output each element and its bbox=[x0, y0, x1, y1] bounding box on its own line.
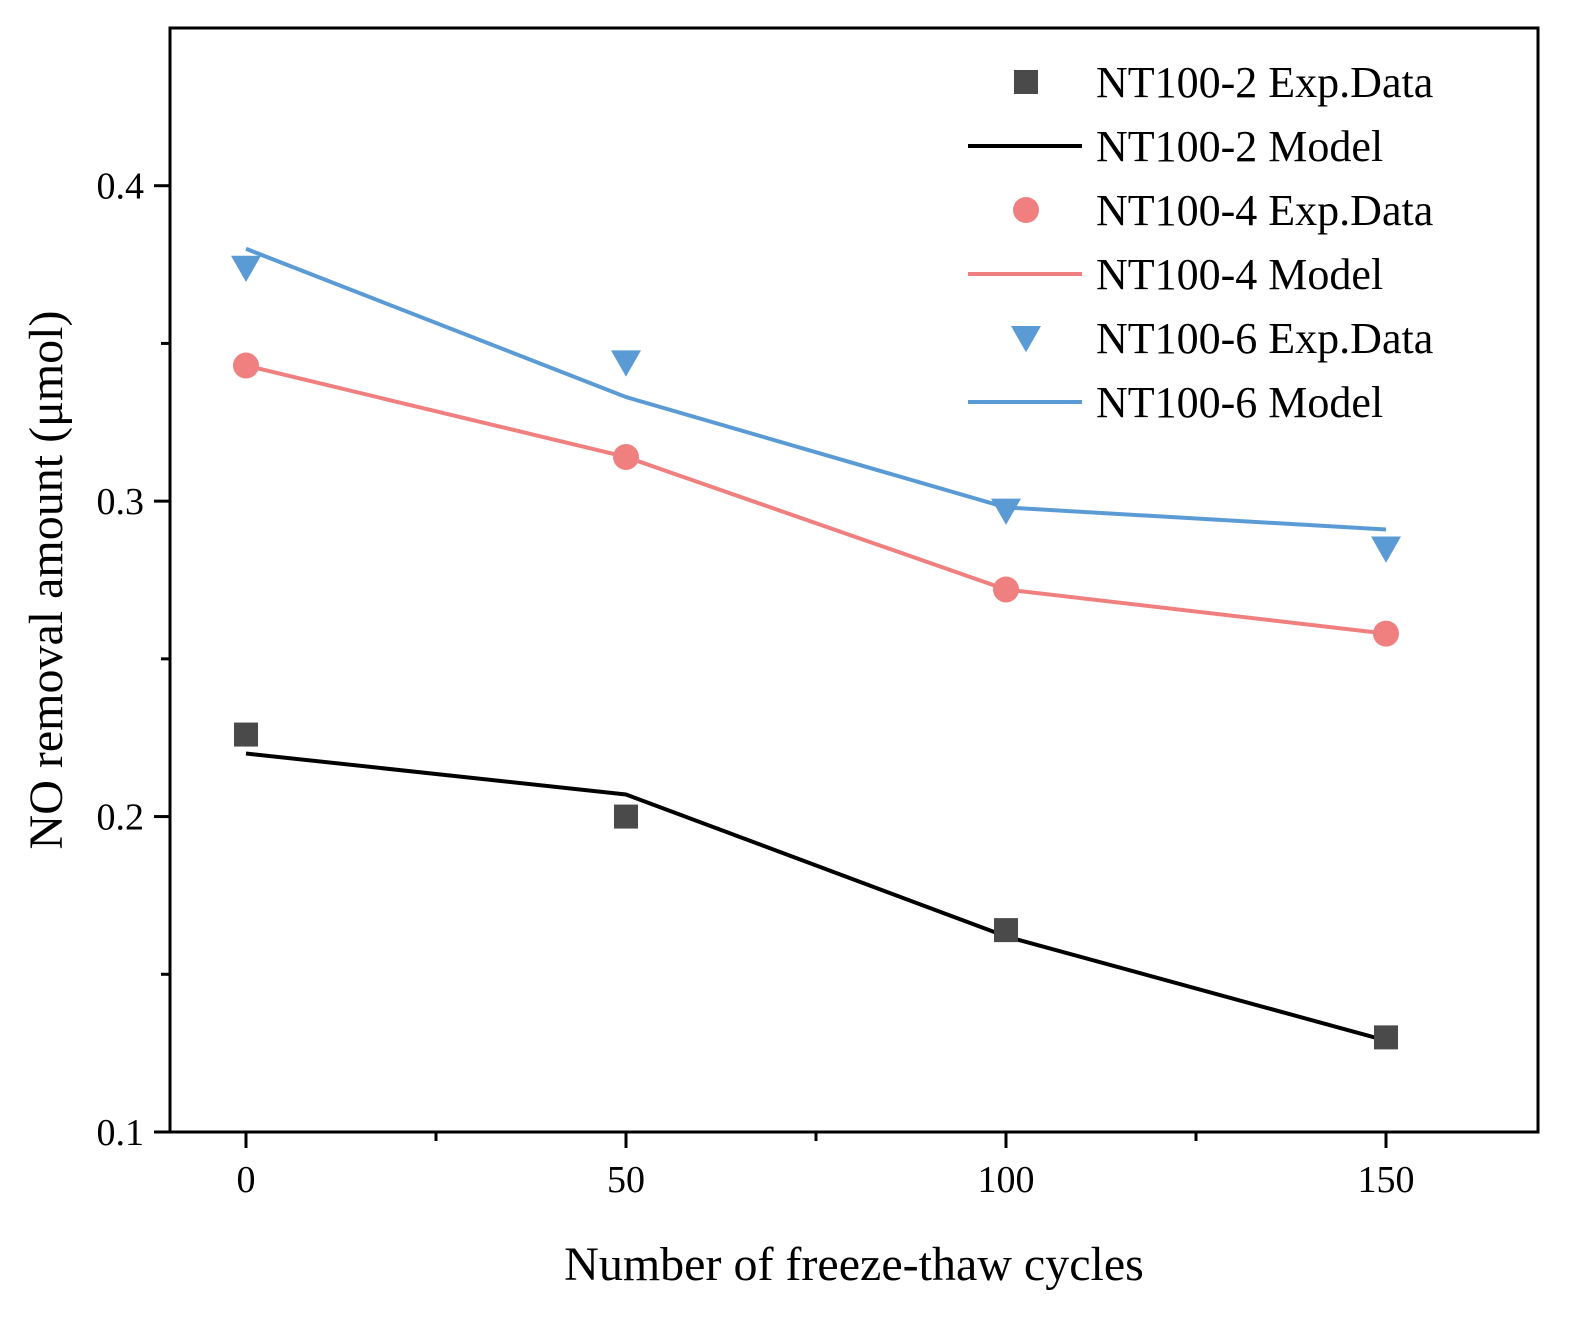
data-point-nt100-4-exp-data bbox=[1373, 620, 1399, 647]
legend-item-nt100-6-model: NT100-6 Model bbox=[968, 378, 1383, 427]
data-markers bbox=[231, 255, 1401, 1050]
legend-swatch-marker bbox=[1011, 326, 1041, 353]
legend-label: NT100-4 Model bbox=[1096, 250, 1383, 299]
legend-label: NT100-2 Model bbox=[1096, 122, 1383, 171]
series-line-nt100-2-model bbox=[245, 751, 1387, 1043]
y-tick-label: 0.1 bbox=[97, 1112, 145, 1154]
legend-label: NT100-6 Model bbox=[1096, 378, 1383, 427]
legend-item-nt100-6-exp-data: NT100-6 Exp.Data bbox=[1011, 314, 1433, 363]
series-line-nt100-4-model bbox=[245, 363, 1387, 636]
y-axis-ticks: 0.1 0.2 0.3 0.4 bbox=[97, 166, 170, 1154]
x-tick-label: 150 bbox=[1358, 1159, 1415, 1201]
x-tick-label: 100 bbox=[978, 1159, 1035, 1201]
plot-frame bbox=[168, 26, 1540, 1134]
legend-item-nt100-4-model: NT100-4 Model bbox=[968, 250, 1383, 299]
legend-label: NT100-6 Exp.Data bbox=[1096, 314, 1433, 363]
data-point-nt100-2-exp-data bbox=[614, 804, 638, 829]
data-point-nt100-6-exp-data bbox=[611, 350, 641, 377]
data-point-nt100-2-exp-data bbox=[1374, 1025, 1398, 1050]
data-point-nt100-4-exp-data bbox=[233, 352, 259, 379]
legend: NT100-2 Exp.Data NT100-2 Model NT100-4 Exp… bbox=[968, 58, 1433, 427]
y-tick-label: 0.2 bbox=[97, 797, 145, 839]
data-point-nt100-6-exp-data bbox=[1371, 536, 1401, 563]
series-line-nt100-6-model bbox=[245, 246, 1387, 532]
legend-item-nt100-4-exp-data: NT100-4 Exp.Data bbox=[1013, 186, 1433, 235]
legend-label: NT100-2 Exp.Data bbox=[1096, 58, 1433, 107]
y-tick-label: 0.3 bbox=[97, 481, 145, 523]
y-axis-title: NO removal amount (μmol) bbox=[20, 311, 73, 850]
legend-swatch-marker bbox=[1014, 70, 1038, 94]
y-tick-label: 0.4 bbox=[97, 166, 145, 208]
x-tick-label: 0 bbox=[237, 1159, 256, 1201]
model-lines bbox=[245, 246, 1387, 1043]
data-point-nt100-2-exp-data bbox=[234, 722, 258, 747]
data-point-nt100-6-exp-data bbox=[231, 255, 261, 282]
data-point-nt100-6-exp-data bbox=[991, 498, 1021, 525]
x-axis-title: Number of freeze-thaw cycles bbox=[564, 1238, 1144, 1291]
legend-label: NT100-4 Exp.Data bbox=[1096, 186, 1433, 235]
data-point-nt100-2-exp-data bbox=[994, 918, 1018, 943]
data-point-nt100-4-exp-data bbox=[993, 576, 1019, 603]
legend-item-nt100-2-model: NT100-2 Model bbox=[968, 122, 1383, 171]
data-point-nt100-4-exp-data bbox=[613, 443, 639, 470]
plot-area: 0 50 100 150 0.1 0.2 0.3 0.4 bbox=[97, 26, 1540, 1201]
x-axis-ticks: 0 50 100 150 bbox=[237, 1132, 1415, 1201]
x-tick-label: 50 bbox=[607, 1159, 645, 1201]
legend-item-nt100-2-exp-data: NT100-2 Exp.Data bbox=[1014, 58, 1433, 107]
legend-swatch-marker bbox=[1013, 197, 1039, 223]
